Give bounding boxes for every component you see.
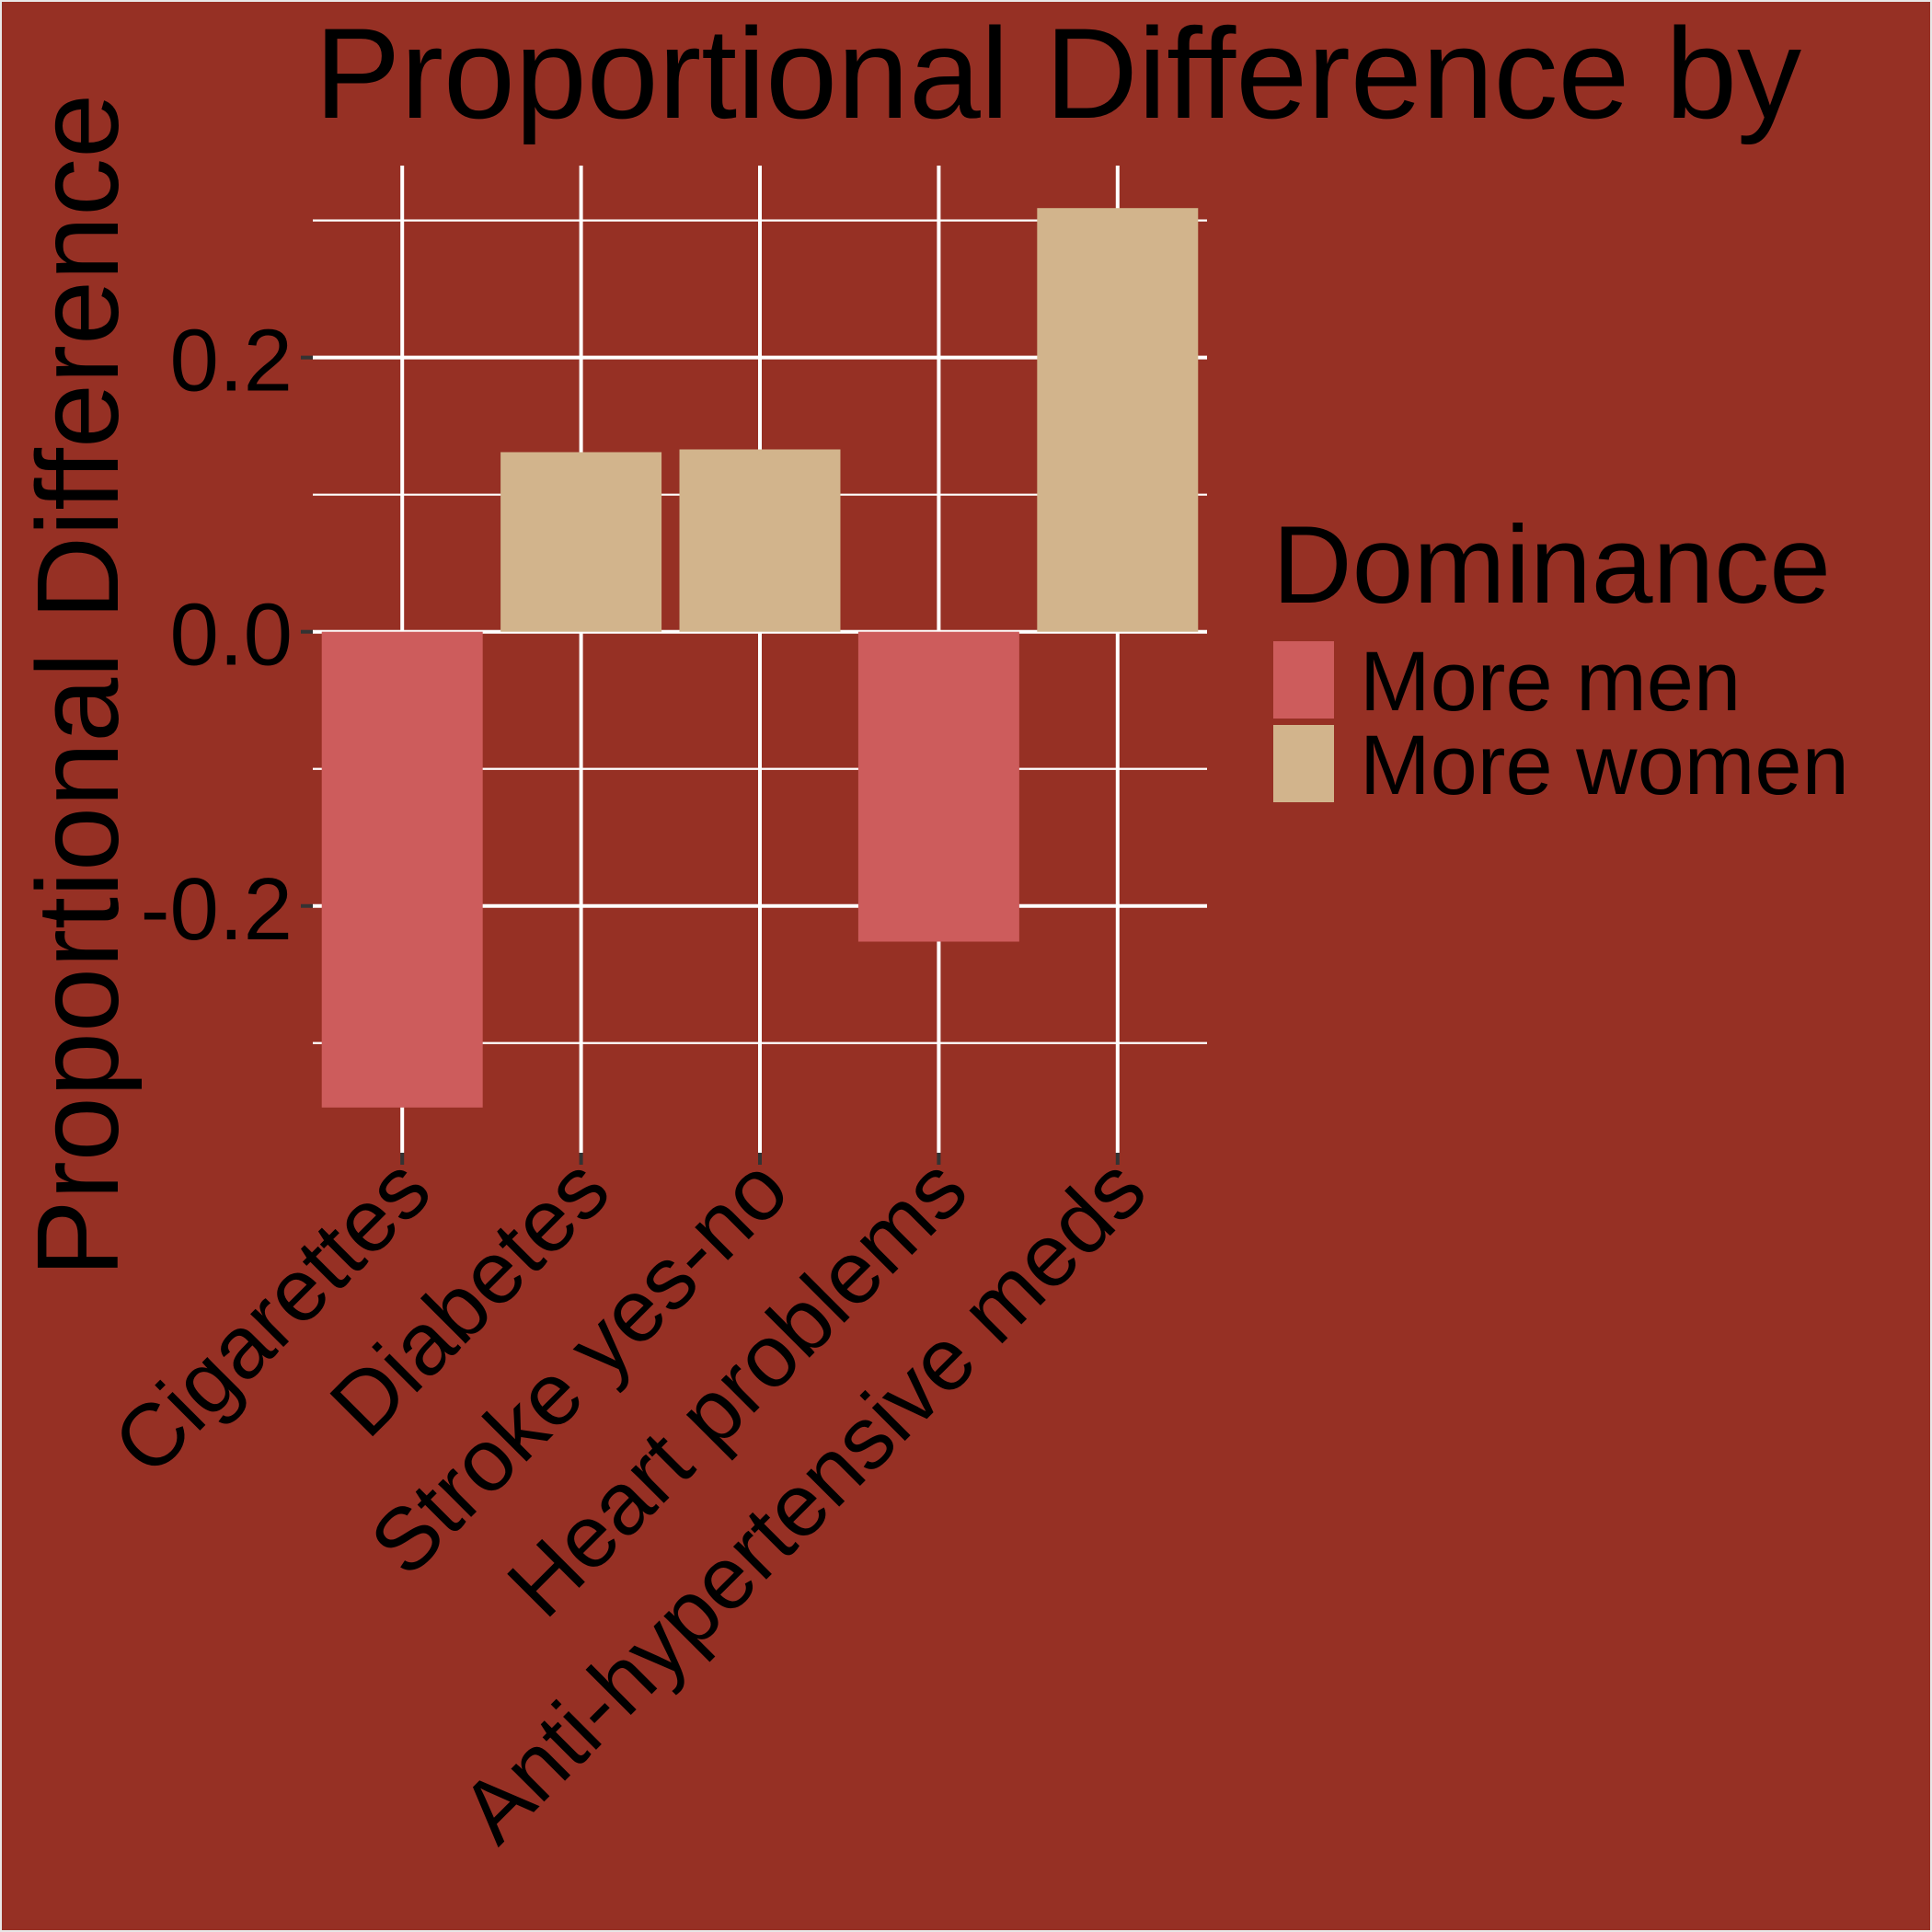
bar-cigarettes <box>321 631 483 1108</box>
bar-stroke-yes-no <box>679 449 841 632</box>
y-axis-title: Proportional Difference <box>13 94 143 1277</box>
y-tick-label: 0.0 <box>170 586 293 684</box>
bar-diabetes <box>500 452 662 632</box>
chart-title: Proportional Difference by <box>315 1 1801 145</box>
legend-swatch-more-women <box>1273 725 1334 802</box>
y-tick-label: -0.2 <box>141 860 293 959</box>
legend-title: Dominance <box>1272 503 1831 627</box>
legend-label-more-men: More men <box>1360 635 1741 729</box>
y-tick-label: 0.2 <box>170 312 293 410</box>
bar-layer <box>321 208 1199 1108</box>
bar-heart-problems <box>857 631 1019 942</box>
legend-label-more-women: More women <box>1360 719 1849 812</box>
legend: Dominance More men More women <box>1272 503 1849 812</box>
legend-swatch-more-men <box>1273 641 1334 719</box>
bar-anti-hypertensive-meds <box>1037 208 1199 632</box>
